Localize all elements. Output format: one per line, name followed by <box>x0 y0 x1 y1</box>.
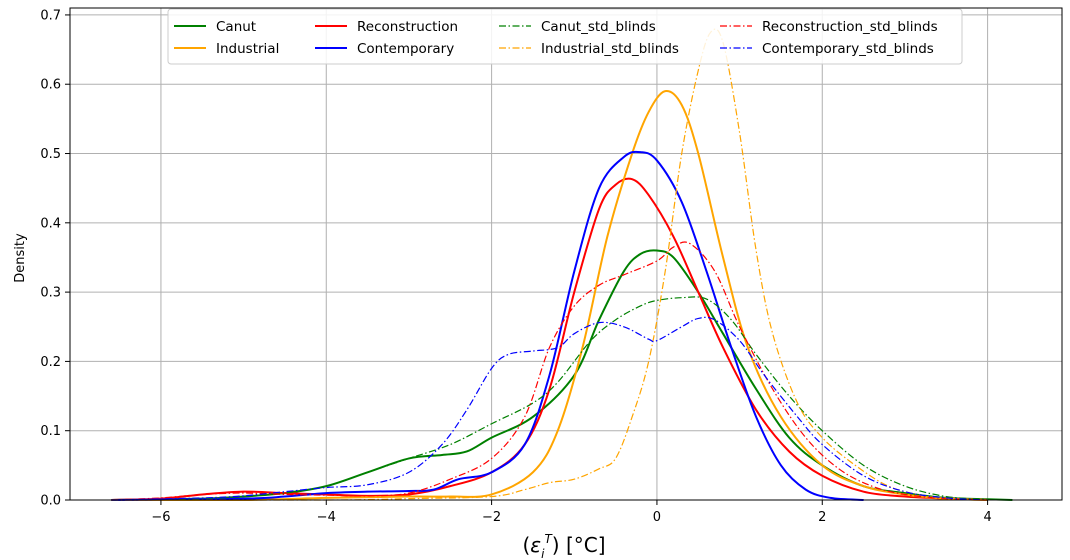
legend-label: Canut_std_blinds <box>541 19 656 35</box>
y-tick-label: 0.6 <box>40 78 61 93</box>
legend-label: Canut <box>216 19 256 35</box>
x-axis-label: (εiT) [°C] <box>522 532 605 560</box>
series-line-canut <box>111 249 1013 501</box>
x-tick-label: 0 <box>653 510 661 525</box>
y-axis-label: Density <box>13 233 28 283</box>
x-tick-label: 2 <box>818 510 826 525</box>
legend-label: Contemporary_std_blinds <box>762 41 934 57</box>
x-tick-label: 4 <box>983 510 991 525</box>
y-tick-label: 0.4 <box>40 216 61 231</box>
y-tick-label: 0.5 <box>40 147 61 162</box>
series-line-contemporary <box>111 150 864 501</box>
legend-label: Industrial <box>216 41 279 57</box>
x-tick-label: −2 <box>482 510 501 525</box>
series-line-industrial <box>111 89 988 502</box>
y-tick-label: 0.3 <box>40 286 61 301</box>
series-line-contemporary-std-blinds <box>111 316 988 501</box>
y-tick-label: 0.1 <box>40 424 61 439</box>
series-line-reconstruction <box>111 177 988 501</box>
legend-label: Industrial_std_blinds <box>541 41 679 57</box>
y-tick-label: 0.2 <box>40 355 61 370</box>
x-axis: −6 −4 −2 0 2 4 <box>151 500 992 525</box>
legend: Canut Industrial Reconstruction Contemporar… <box>167 8 963 65</box>
y-tick-label: 0.7 <box>40 8 61 23</box>
legend-label: Contemporary <box>357 41 454 57</box>
legend-label: Reconstruction_std_blinds <box>762 19 938 35</box>
legend-box <box>167 8 963 65</box>
grid <box>70 8 1062 501</box>
series-line-canut-std-blinds <box>111 296 1013 501</box>
x-tick-label: −6 <box>151 510 170 525</box>
curves <box>111 28 1013 502</box>
y-tick-label: 0.0 <box>40 494 61 509</box>
series-line-industrial-std-blinds <box>111 28 988 501</box>
series-line-reconstruction-std-blinds <box>111 241 988 501</box>
legend-label: Reconstruction <box>357 19 458 35</box>
plot-frame <box>69 7 1063 501</box>
y-axis: 0.0 0.1 0.2 0.3 0.4 0.5 0.6 0.7 <box>40 8 70 509</box>
x-tick-label: −4 <box>317 510 336 525</box>
